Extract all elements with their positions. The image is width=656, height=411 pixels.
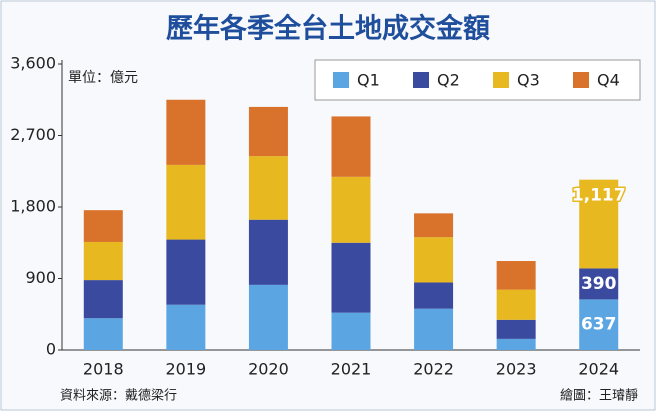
x-tick-label: 2023 <box>496 360 537 379</box>
legend-swatch <box>413 72 429 88</box>
bar-segment <box>414 213 454 238</box>
x-tick-label: 2020 <box>248 360 289 379</box>
bar-segment <box>248 156 288 220</box>
x-tick-label: 2018 <box>83 360 124 379</box>
data-label: 637 <box>581 315 617 335</box>
bar-segment <box>166 304 206 350</box>
bar-segment <box>331 242 371 313</box>
bar-segment <box>83 241 123 281</box>
bar-segment <box>496 319 536 339</box>
bar-segment <box>83 280 123 319</box>
y-tick-label: 900 <box>25 268 56 287</box>
y-tick-label: 0 <box>46 340 56 359</box>
bar-segment <box>248 106 288 157</box>
bar-segment <box>496 289 536 320</box>
y-tick-label: 2,700 <box>10 125 56 144</box>
bar-segment <box>331 116 371 177</box>
bar-segment <box>414 237 454 283</box>
x-tick-label: 2022 <box>413 360 454 379</box>
legend-swatch <box>573 72 589 88</box>
legend-label: Q2 <box>437 71 460 90</box>
bar-segment <box>166 239 206 305</box>
bar-segment <box>496 261 536 290</box>
bar-segment <box>414 282 454 309</box>
bar-segment <box>248 284 288 350</box>
bar-segment <box>83 318 123 350</box>
bar-segment <box>166 99 206 165</box>
legend-label: Q4 <box>597 71 620 90</box>
legend-swatch <box>333 72 349 88</box>
x-tick-label: 2024 <box>578 360 619 379</box>
legend-label: Q3 <box>517 71 540 90</box>
legend-label: Q1 <box>357 71 380 90</box>
source: 資料來源：戴德梁行 <box>60 389 177 404</box>
bar-segment <box>331 312 371 350</box>
bar-segment <box>579 179 619 269</box>
y-tick-label: 1,800 <box>10 197 56 216</box>
bar-segment <box>166 164 206 240</box>
bar-segment <box>496 338 536 350</box>
bar-segment <box>579 268 619 300</box>
bar-segment <box>414 308 454 350</box>
legend-swatch <box>493 72 509 88</box>
credit: 繪圖：王璿靜 <box>560 388 638 404</box>
chart-title: 歷年各季全台土地成交金額 <box>166 13 490 45</box>
bar-segment <box>331 176 371 243</box>
x-tick-label: 2019 <box>165 360 206 379</box>
y-tick-label: 3,600 <box>10 54 56 73</box>
bar-segment <box>579 299 619 350</box>
data-label: 390 <box>581 274 617 294</box>
bar-segment <box>248 219 288 285</box>
unit-label: 單位：億元 <box>68 70 138 86</box>
bar-segment <box>83 210 123 242</box>
x-tick-label: 2021 <box>331 360 372 379</box>
data-label: 1,117 <box>572 186 626 206</box>
